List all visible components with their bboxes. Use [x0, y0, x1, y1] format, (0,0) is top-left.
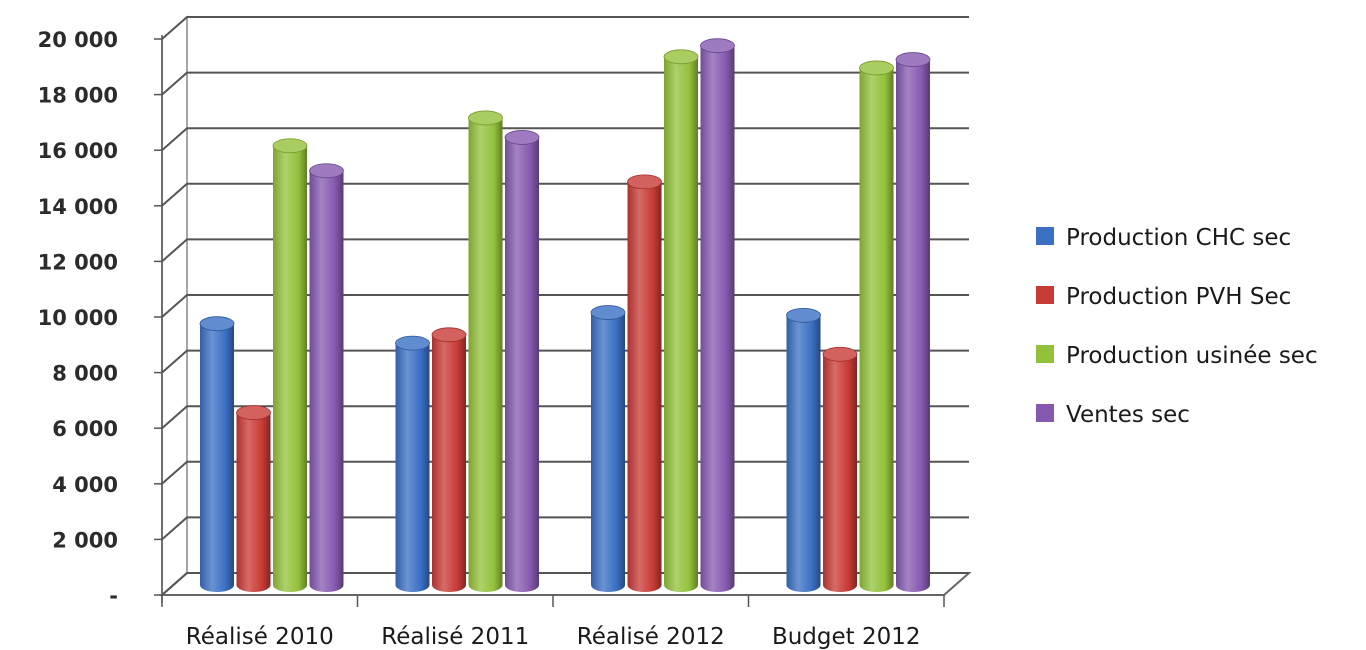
bar	[504, 130, 540, 593]
legend-swatch	[1036, 286, 1054, 304]
x-tick-label: Réalisé 2012	[577, 624, 725, 650]
bar	[590, 305, 626, 592]
x-tick-label: Budget 2012	[772, 624, 921, 650]
bar	[895, 52, 931, 592]
x-tick-label: Réalisé 2011	[381, 624, 529, 650]
bar	[236, 405, 271, 593]
legend-item: Production PVH Sec	[1036, 284, 1291, 310]
y-tick-label: 4 000	[52, 473, 118, 497]
legend-label: Production usinée sec	[1066, 343, 1318, 369]
bar	[663, 49, 699, 593]
y-tick-label: -	[109, 584, 118, 608]
bar	[786, 307, 821, 593]
gridline	[161, 16, 969, 40]
bar	[859, 60, 894, 593]
y-tick-label: 20 000	[38, 28, 118, 52]
y-tick-label: 18 000	[38, 84, 118, 108]
legend-label: Production PVH Sec	[1066, 284, 1291, 310]
bar	[627, 174, 662, 593]
bar	[468, 110, 503, 593]
bars	[199, 38, 931, 593]
gridline	[161, 71, 969, 96]
y-axis-ticks: - 2 000 4 000 6 000 8 000 10 000 12 000 14 000 1…	[38, 28, 163, 608]
y-tick-label: 16 000	[38, 139, 118, 163]
legend-swatch	[1036, 404, 1054, 422]
y-tick-label: 12 000	[38, 250, 118, 274]
y-tick-label: 2 000	[52, 528, 118, 552]
legend: Production CHC sec Production PVH Sec Prod…	[1036, 225, 1318, 428]
x-axis: Réalisé 2010 Réalisé 2011 Réalisé 2012 Budg…	[161, 595, 945, 650]
bar	[272, 138, 308, 592]
y-tick-label: 10 000	[38, 306, 118, 330]
legend-label: Ventes sec	[1066, 402, 1190, 428]
bar	[700, 38, 735, 593]
y-tick-label: 6 000	[52, 417, 118, 441]
legend-swatch	[1036, 345, 1054, 363]
bar	[309, 163, 344, 593]
legend-swatch	[1036, 227, 1054, 245]
y-tick-label: 14 000	[38, 195, 118, 219]
bar	[431, 327, 467, 592]
y-tick-label: 8 000	[52, 362, 118, 386]
legend-item: Ventes sec	[1036, 402, 1190, 428]
bar	[199, 316, 235, 592]
x-tick-label: Réalisé 2010	[186, 624, 334, 650]
bar	[395, 335, 430, 593]
bar	[822, 346, 858, 592]
legend-item: Production usinée sec	[1036, 343, 1318, 369]
legend-item: Production CHC sec	[1036, 225, 1291, 251]
legend-label: Production CHC sec	[1066, 225, 1291, 251]
